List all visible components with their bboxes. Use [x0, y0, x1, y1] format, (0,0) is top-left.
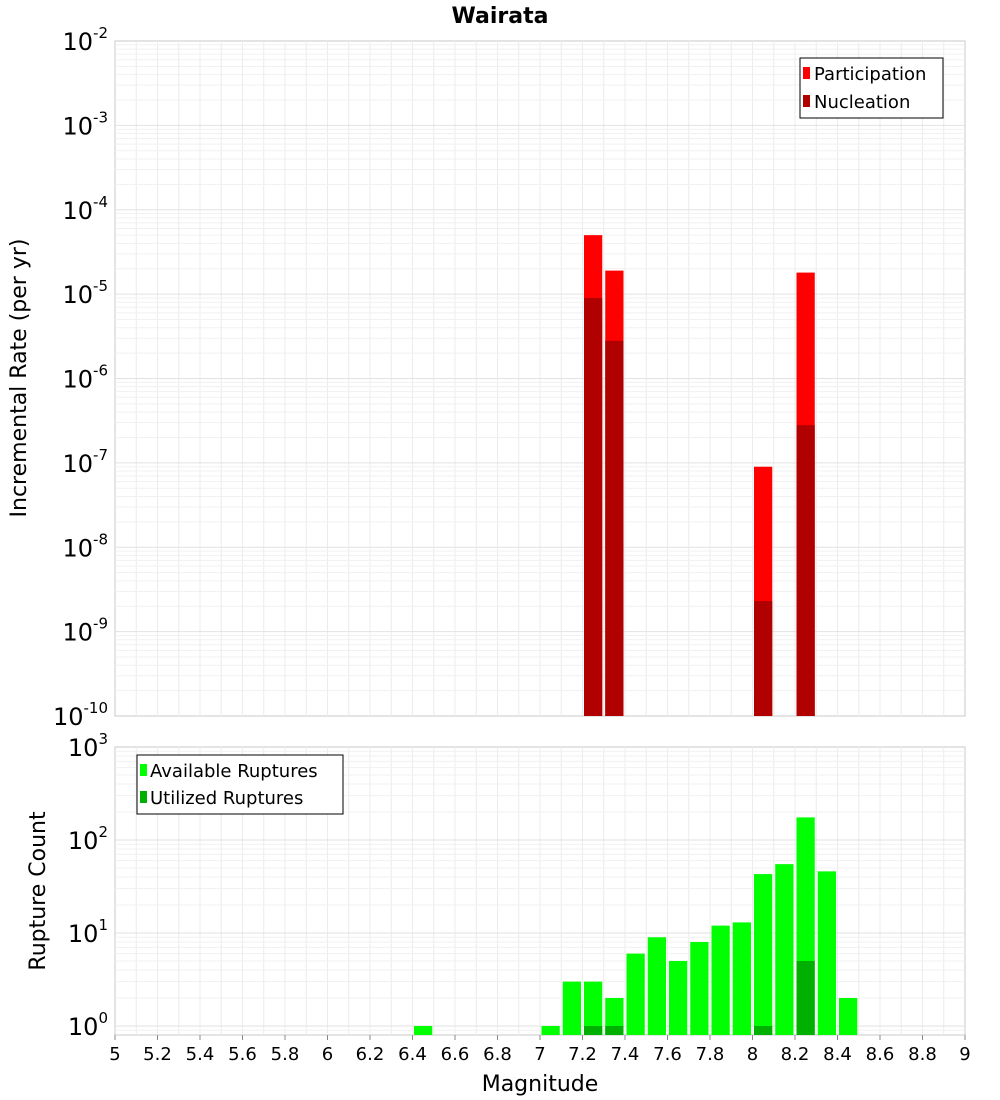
legend-swatch-available-ruptures	[140, 764, 147, 776]
x-tick-label: 6	[322, 1044, 333, 1065]
x-tick-label: 8.2	[781, 1044, 810, 1065]
legend-swatch-participation	[803, 67, 810, 79]
legend-label-available-ruptures: Available Ruptures	[150, 761, 318, 782]
bottom-legend: Available Ruptures Utilized Ruptures	[136, 754, 344, 815]
bottom-bar-available-ruptures	[732, 922, 751, 1035]
top-y-tick-label: 10-5	[62, 277, 108, 309]
legend-swatch-nucleation	[803, 95, 810, 107]
bottom-y-tick-label: 101	[68, 916, 108, 948]
top-y-tick-labels: 10-10 10-9 10-8 10-7 10-6 10-5 10-4 10-3 10-2	[53, 24, 108, 731]
x-tick-label: 7.4	[611, 1044, 640, 1065]
bottom-y-tick-label: 102	[68, 823, 108, 855]
x-tick-label: 7.2	[568, 1044, 597, 1065]
x-tick-label: 8.8	[908, 1044, 937, 1065]
x-tick-labels: 5 5.2 5.4 5.6 5.8 6 6.2 6.4 6.6 6.8 7 7.2 7.4 7.6 7.8 8…	[109, 1035, 971, 1065]
bottom-bar-available-ruptures	[647, 937, 666, 1035]
x-tick-label: 6.2	[356, 1044, 385, 1065]
top-y-tick-label: 10-6	[62, 362, 108, 394]
x-tick-label: 8	[747, 1044, 758, 1065]
bottom-bars	[414, 817, 858, 1035]
top-y-tick-label: 10-2	[62, 24, 108, 56]
top-bar-nucleation	[584, 297, 603, 716]
bottom-bar-available-ruptures	[626, 953, 645, 1035]
x-tick-label: 7.8	[696, 1044, 725, 1065]
legend-swatch-utilized-ruptures	[140, 791, 147, 803]
top-gridlines	[115, 41, 965, 716]
bottom-y-tick-labels: 100 101 102 103	[68, 730, 108, 1041]
bottom-bar-available-ruptures	[605, 997, 624, 1035]
top-legend: Participation Nucleation	[799, 57, 944, 119]
bottom-bar-utilized-ruptures	[754, 1025, 773, 1035]
legend-label-utilized-ruptures: Utilized Ruptures	[150, 788, 303, 809]
top-bar-nucleation	[605, 340, 624, 716]
bottom-bar-utilized-ruptures	[605, 1025, 624, 1035]
top-y-axis-label: Incremental Rate (per yr)	[7, 239, 32, 518]
x-tick-label: 6.6	[441, 1044, 470, 1065]
bottom-y-tick-label: 103	[68, 730, 108, 762]
x-tick-label: 6.8	[483, 1044, 512, 1065]
bottom-bar-available-ruptures	[839, 997, 858, 1035]
bottom-bar-available-ruptures	[669, 960, 688, 1035]
top-bar-nucleation	[754, 601, 773, 716]
bottom-bar-available-ruptures	[754, 874, 773, 1035]
x-tick-label: 7.6	[653, 1044, 682, 1065]
x-tick-label: 5.8	[271, 1044, 300, 1065]
bottom-bar-utilized-ruptures	[796, 960, 815, 1035]
bottom-y-axis-label: Rupture Count	[26, 811, 51, 971]
x-tick-label: 5.4	[186, 1044, 215, 1065]
bottom-bar-available-ruptures	[584, 981, 603, 1035]
bottom-bar-available-ruptures	[690, 942, 709, 1035]
x-tick-label: 5	[109, 1044, 120, 1065]
bottom-bar-available-ruptures	[711, 925, 730, 1035]
x-axis-label: Magnitude	[482, 1072, 599, 1097]
top-y-tick-label: 10-4	[62, 193, 108, 225]
bottom-bar-available-ruptures	[414, 1025, 433, 1035]
top-y-tick-label: 10-9	[62, 615, 108, 647]
top-bar-nucleation	[796, 425, 815, 716]
bottom-bar-utilized-ruptures	[584, 1025, 603, 1035]
top-y-tick-label: 10-7	[62, 446, 108, 478]
x-tick-label: 6.4	[398, 1044, 427, 1065]
bottom-bar-available-ruptures	[817, 871, 836, 1035]
top-y-tick-label: 10-10	[53, 699, 108, 731]
legend-label-nucleation: Nucleation	[814, 92, 910, 113]
x-tick-label: 5.6	[228, 1044, 257, 1065]
top-y-tick-label: 10-8	[62, 530, 108, 562]
x-tick-label: 5.2	[143, 1044, 172, 1065]
bottom-legend-box	[136, 754, 344, 815]
bottom-bar-available-ruptures	[541, 1025, 560, 1035]
top-bars	[584, 235, 815, 716]
x-tick-label: 9	[959, 1044, 970, 1065]
bottom-bar-available-ruptures	[562, 981, 581, 1035]
x-tick-label: 8.4	[823, 1044, 852, 1065]
legend-label-participation: Participation	[814, 64, 926, 85]
top-legend-box	[799, 57, 944, 119]
bottom-bar-available-ruptures	[775, 864, 794, 1035]
bottom-y-tick-label: 100	[68, 1009, 108, 1041]
chart-title: Wairata	[452, 4, 549, 29]
x-tick-label: 8.6	[866, 1044, 895, 1065]
x-tick-label: 7	[534, 1044, 545, 1065]
top-y-tick-label: 10-3	[62, 108, 108, 140]
